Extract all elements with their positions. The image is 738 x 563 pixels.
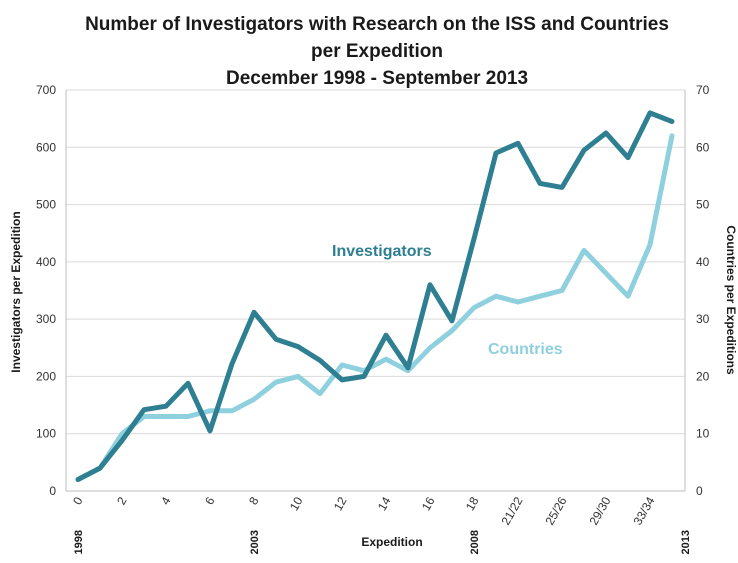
x-tick-label: 25/26 <box>542 494 569 527</box>
x-tick-label: 4 <box>158 494 174 507</box>
chart-title-line-3: December 1998 - September 2013 <box>226 68 528 89</box>
x-tick-label: 33/34 <box>630 494 657 527</box>
series-label-investigators: Investigators <box>332 243 432 260</box>
left-y-tick-label: 500 <box>36 198 56 212</box>
x-tick-label: 16 <box>419 494 438 513</box>
series-label-countries: Countries <box>488 341 563 358</box>
x-tick-label: 14 <box>375 494 394 513</box>
year-label: 2003 <box>249 530 261 554</box>
left-y-tick-label: 200 <box>36 369 56 383</box>
y-axis-title-left: Investigators per Expedition <box>9 211 23 372</box>
year-label: 2013 <box>680 530 692 554</box>
year-labels: 1998 2003 2008 2013 <box>73 530 692 554</box>
x-axis-title: Expedition <box>361 535 422 549</box>
left-y-tick-label: 0 <box>49 484 56 498</box>
right-y-tick-label: 50 <box>696 198 710 212</box>
x-tick-label: 29/30 <box>586 494 613 527</box>
x-tick-label: 21/22 <box>498 494 525 527</box>
right-y-tick-label: 0 <box>696 484 703 498</box>
x-tick-label: 10 <box>287 494 306 513</box>
right-y-ticks: 0 10 20 30 40 50 60 70 <box>696 83 710 498</box>
left-y-tick-label: 600 <box>36 140 56 154</box>
x-tick-label: 2 <box>114 494 130 507</box>
left-y-ticks: 0 100 200 300 400 500 600 700 <box>36 83 56 498</box>
right-y-tick-label: 40 <box>696 255 710 269</box>
x-tick-label: 12 <box>331 494 350 513</box>
left-y-tick-label: 400 <box>36 255 56 269</box>
right-y-tick-label: 10 <box>696 427 710 441</box>
x-tick-label: 8 <box>246 494 262 507</box>
left-y-tick-label: 100 <box>36 427 56 441</box>
x-tick-label: 0 <box>70 494 86 507</box>
left-y-tick-label: 700 <box>36 83 56 97</box>
chart-title-line-2: per Expedition <box>311 41 443 62</box>
year-label: 2008 <box>469 530 481 554</box>
right-y-tick-label: 60 <box>696 140 710 154</box>
right-y-tick-label: 30 <box>696 312 710 326</box>
gridlines <box>66 89 685 435</box>
right-y-tick-label: 20 <box>696 369 710 383</box>
y-axis-title-right: Countries per Expeditions <box>724 225 738 375</box>
chart-title-line-1: Number of Investigators with Research on… <box>85 14 669 35</box>
year-label: 1998 <box>73 530 85 554</box>
right-y-tick-label: 70 <box>696 83 710 97</box>
series-lines <box>75 110 675 482</box>
left-y-tick-label: 300 <box>36 312 56 326</box>
series-line-investigators <box>75 110 675 482</box>
series-line-countries <box>75 133 675 482</box>
x-ticks: 0 2 4 6 8 10 12 14 16 18 21/22 25/26 29/30 33/34 <box>70 494 658 527</box>
x-tick-label: 18 <box>463 494 482 513</box>
x-tick-label: 6 <box>202 494 218 507</box>
